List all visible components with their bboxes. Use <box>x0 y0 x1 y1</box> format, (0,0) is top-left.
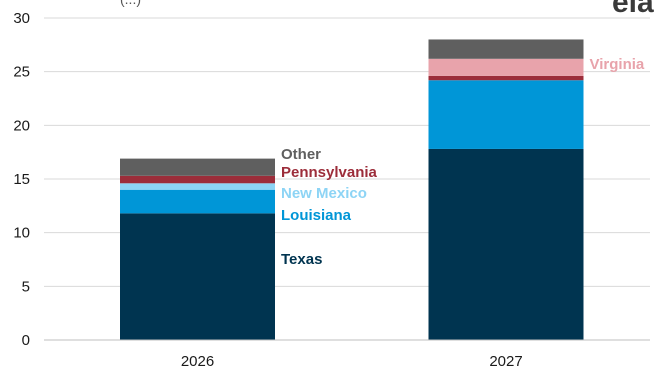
bars <box>120 39 584 340</box>
bar-segment-louisiana-2026 <box>120 189 275 214</box>
eia-logo-fragment: eia <box>612 0 654 19</box>
x-tick-label: 2026 <box>181 353 214 370</box>
y-tick-label: 25 <box>13 64 30 81</box>
x-tick-label: 2027 <box>489 353 522 370</box>
series-label-louisiana: Louisiana <box>281 207 352 224</box>
series-label-pennsylvania: Pennsylvania <box>281 164 378 181</box>
bar-segment-louisiana-2027 <box>428 80 584 149</box>
header-partial-text: (...) <box>120 0 141 7</box>
y-tick-label: 0 <box>22 332 30 349</box>
bar-segment-pennsylvania-2027 <box>428 75 584 81</box>
series-label-virginia: Virginia <box>590 56 645 73</box>
bar-segment-other-2027 <box>428 39 584 59</box>
y-tick-label: 15 <box>13 171 30 188</box>
y-tick-label: 5 <box>22 278 30 295</box>
x-axis-ticks: 2026 2027 <box>181 353 523 370</box>
series-label-new-mexico: New Mexico <box>281 185 367 202</box>
bar-segment-other-2026 <box>120 158 275 176</box>
bar-segment-pennsylvania-2026 <box>120 175 275 184</box>
bar-segment-new-mexico-2026 <box>120 183 275 190</box>
y-tick-label: 20 <box>13 117 30 134</box>
y-tick-label: 10 <box>13 225 30 242</box>
y-tick-label: 30 <box>13 10 30 27</box>
series-label-texas: Texas <box>281 251 322 268</box>
bar-segment-virginia-2027 <box>428 58 584 76</box>
y-axis-ticks: 0 5 10 15 20 25 30 <box>13 10 30 349</box>
series-label-other: Other <box>281 146 321 163</box>
bar-segment-texas-2027 <box>428 148 584 340</box>
bar-segment-texas-2026 <box>120 213 275 340</box>
